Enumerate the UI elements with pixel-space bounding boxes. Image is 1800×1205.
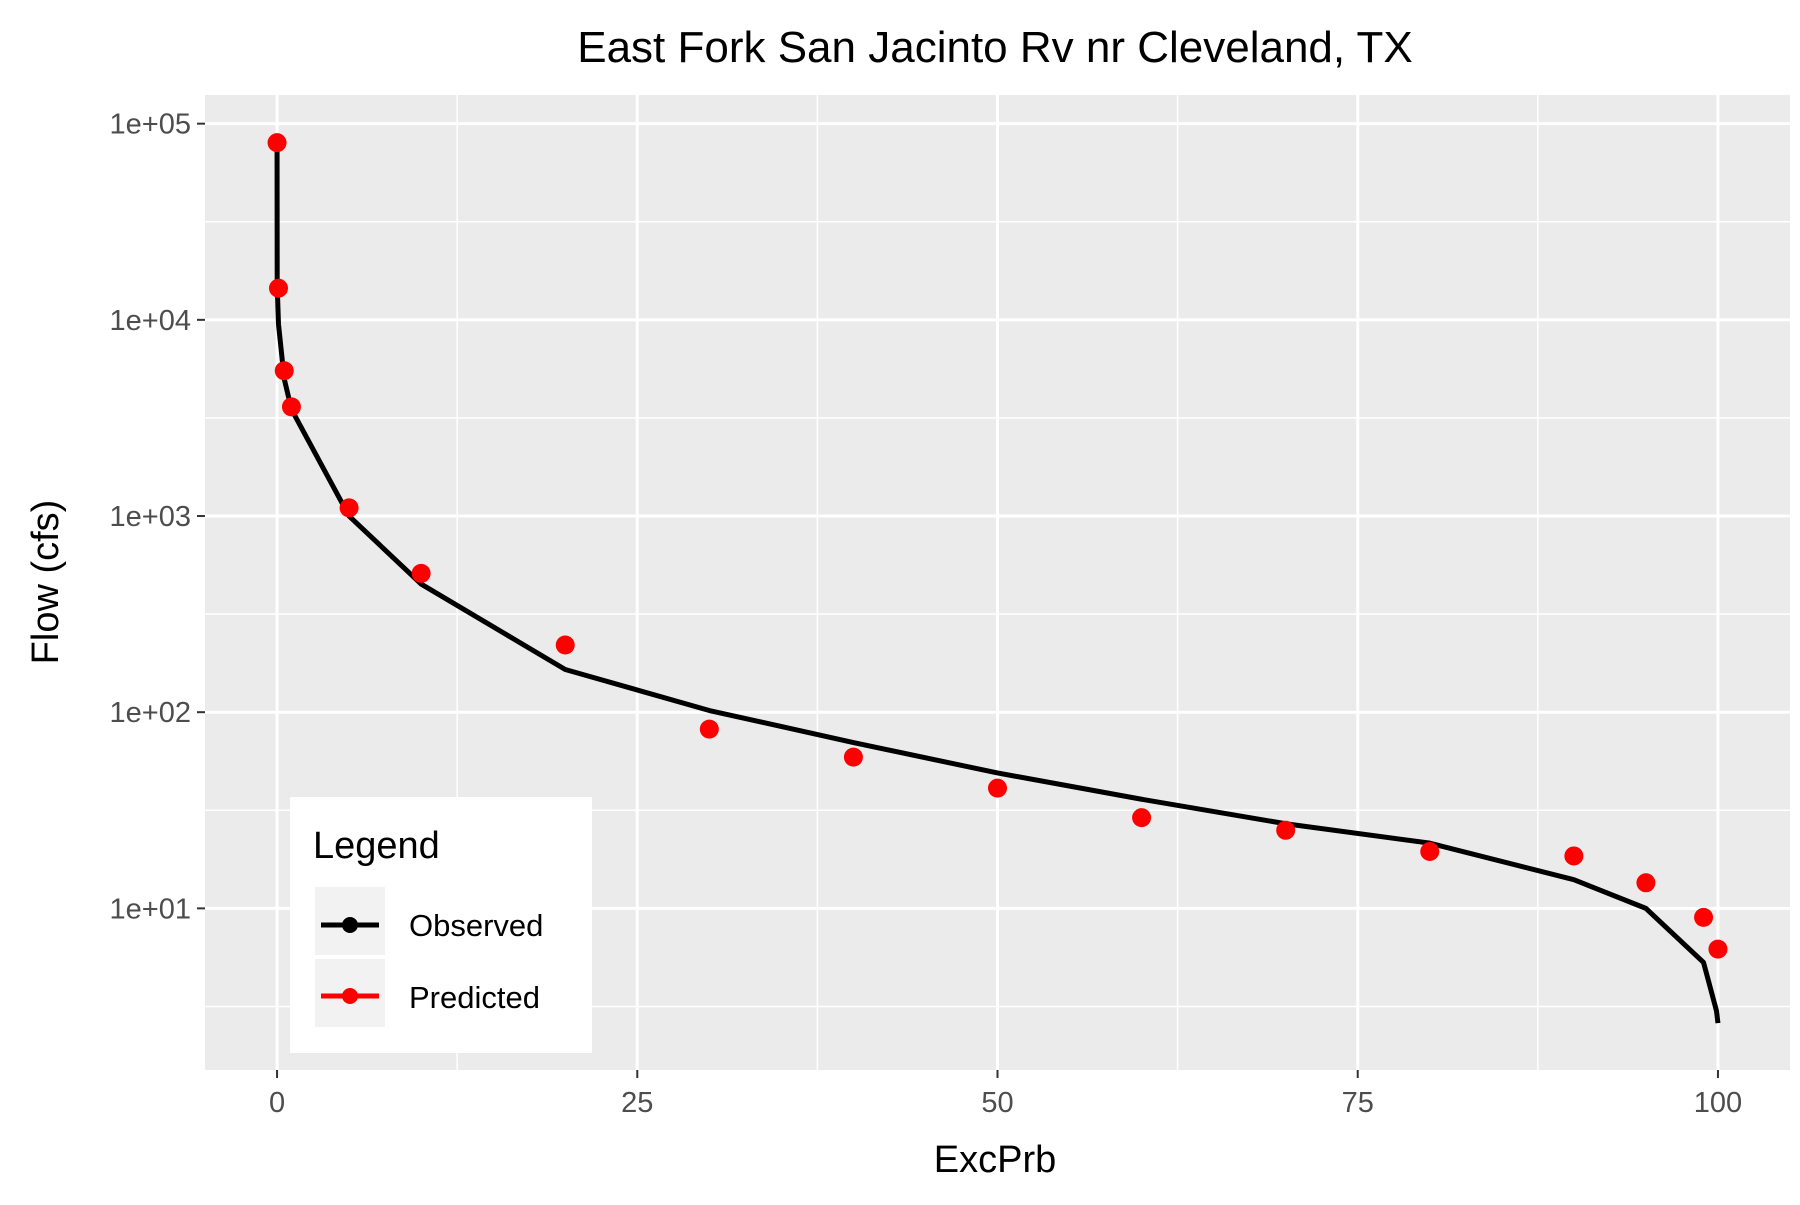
- predicted-point: [339, 498, 359, 518]
- legend-key-predicted-marker: [342, 988, 358, 1004]
- x-tick-label: 0: [269, 1087, 285, 1119]
- predicted-point: [1636, 873, 1656, 893]
- predicted-point: [699, 719, 719, 739]
- predicted-point: [1276, 820, 1296, 840]
- legend: Legend Observed Predicted: [290, 797, 592, 1053]
- x-axis-title: ExcPrb: [934, 1139, 1056, 1181]
- predicted-point: [411, 563, 431, 583]
- y-axis: 1e+01 1e+02 1e+03 1e+04 1e+05: [110, 109, 205, 925]
- predicted-point: [267, 133, 287, 153]
- predicted-point: [281, 397, 301, 417]
- x-tick-label: 75: [1342, 1087, 1374, 1119]
- x-tick-label: 100: [1694, 1087, 1742, 1119]
- predicted-point: [1132, 808, 1152, 828]
- legend-key-observed-marker: [342, 917, 358, 933]
- legend-label-observed: Observed: [409, 908, 543, 943]
- y-tick-label: 1e+01: [110, 893, 191, 925]
- y-tick-label: 1e+03: [110, 501, 191, 533]
- y-axis-title: Flow (cfs): [25, 500, 67, 665]
- predicted-point: [988, 778, 1007, 798]
- chart-title: East Fork San Jacinto Rv nr Cleveland, T…: [577, 23, 1413, 72]
- predicted-point: [843, 747, 863, 767]
- x-tick-label: 50: [981, 1087, 1013, 1119]
- x-tick-label: 25: [621, 1087, 653, 1119]
- predicted-point: [1420, 841, 1440, 861]
- predicted-point: [1708, 939, 1728, 959]
- predicted-points-layer: [267, 133, 1728, 959]
- grid-major: [205, 95, 1790, 1070]
- predicted-point: [1694, 907, 1714, 927]
- predicted-point: [268, 278, 288, 298]
- legend-title: Legend: [313, 825, 440, 867]
- predicted-point: [274, 361, 294, 381]
- y-tick-label: 1e+02: [110, 697, 191, 729]
- x-axis: 0 25 50 75 100: [269, 1070, 1742, 1119]
- predicted-point: [555, 635, 575, 655]
- y-tick-label: 1e+04: [110, 305, 191, 337]
- y-tick-label: 1e+05: [110, 109, 191, 141]
- legend-label-predicted: Predicted: [409, 980, 540, 1015]
- predicted-point: [1564, 846, 1584, 866]
